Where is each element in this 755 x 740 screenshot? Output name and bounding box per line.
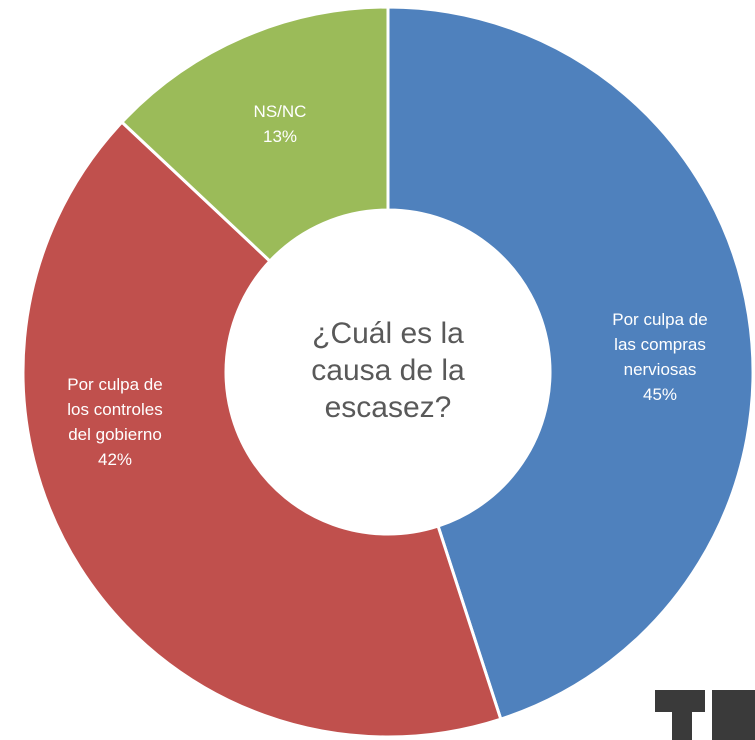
slice-label: Por culpa de: [612, 310, 707, 329]
donut-slice: [21, 120, 503, 739]
slice-label: NS/NC: [254, 102, 307, 121]
logo: [655, 690, 755, 740]
slice-label: del gobierno: [68, 425, 162, 444]
value-label: 42%: [98, 450, 132, 469]
value-label: 13%: [263, 127, 297, 146]
donut-slice: [119, 5, 390, 264]
slice-label: las compras: [614, 335, 706, 354]
slice-label: Por culpa de: [67, 375, 162, 394]
slice-label: nerviosas: [624, 360, 697, 379]
donut-slice: [386, 5, 755, 722]
value-label: 45%: [643, 385, 677, 404]
center-text: ¿Cuál es la: [312, 317, 464, 350]
center-text: causa de la: [311, 354, 465, 387]
center-text: escasez?: [325, 391, 452, 424]
slice-label: los controles: [67, 400, 162, 419]
